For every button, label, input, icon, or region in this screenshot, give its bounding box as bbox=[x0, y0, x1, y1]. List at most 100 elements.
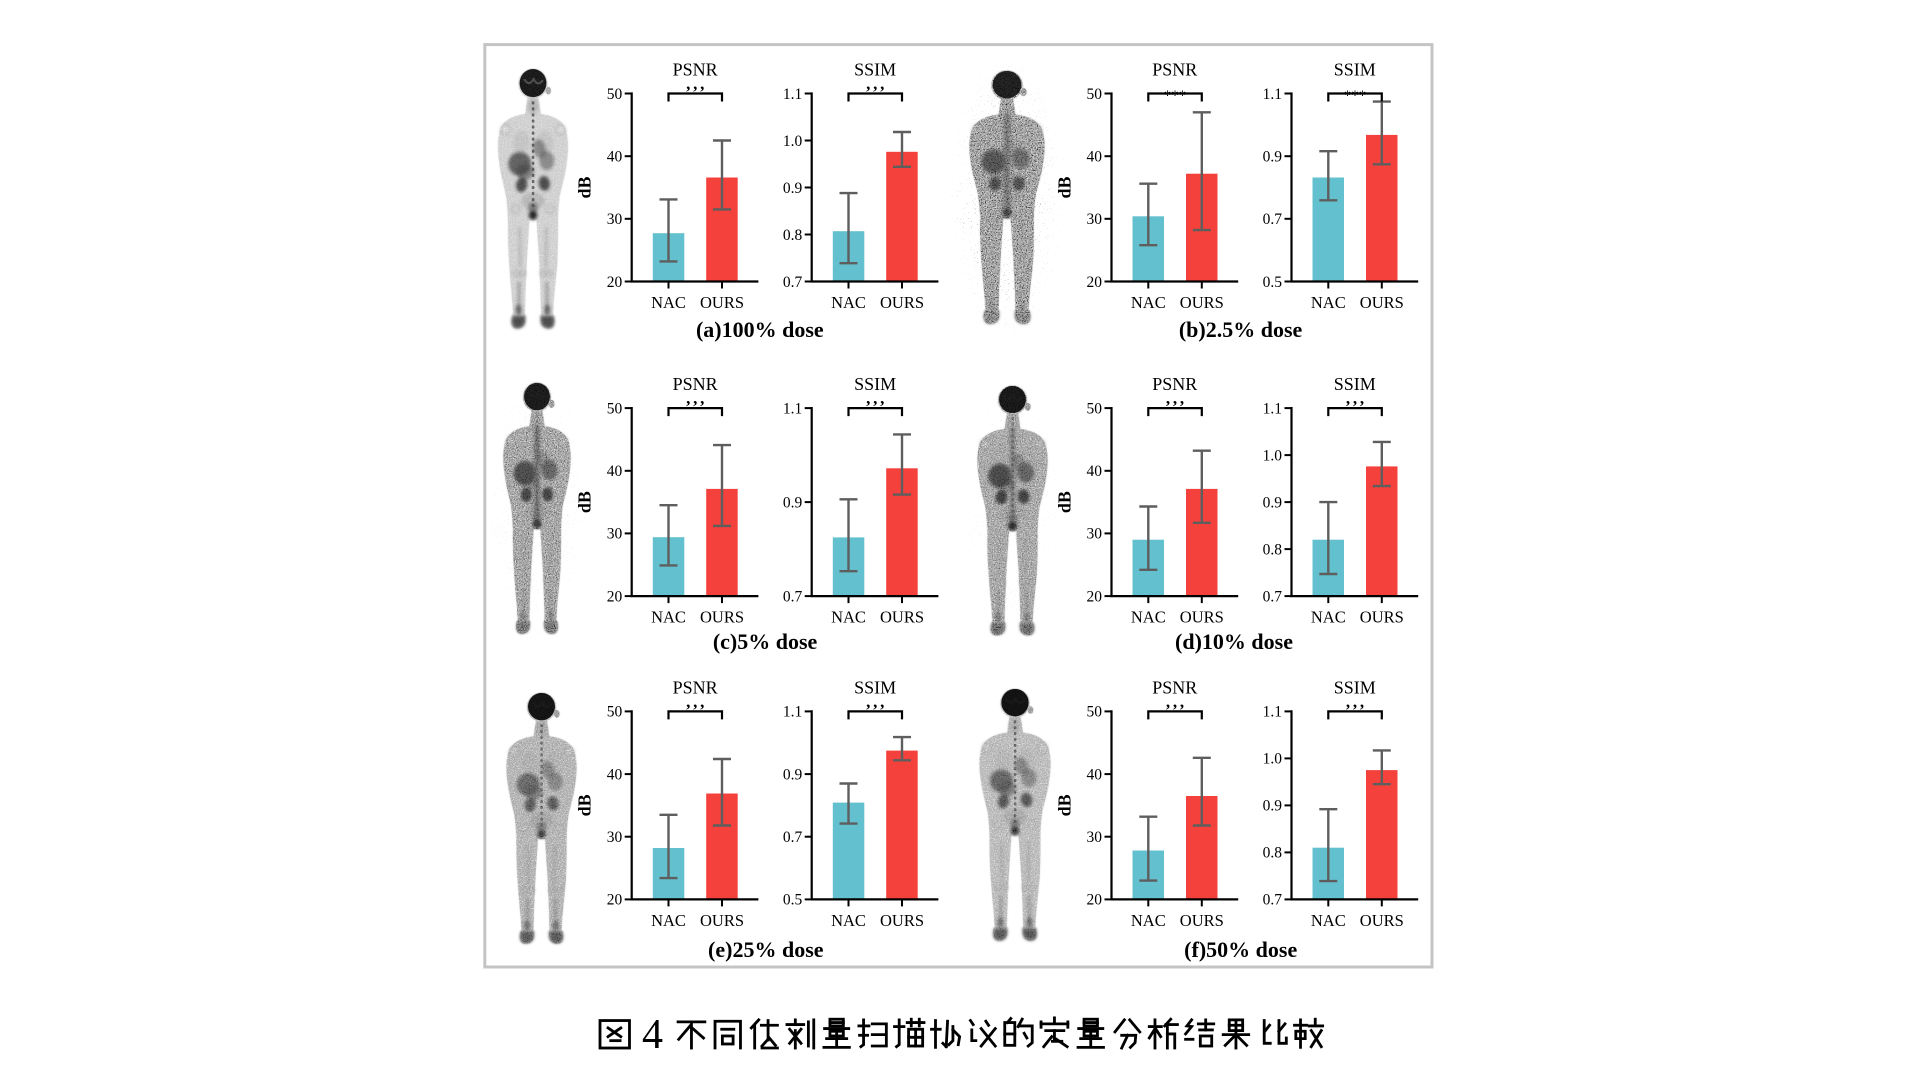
svg-text:*: * bbox=[1359, 88, 1366, 104]
svg-text:50: 50 bbox=[1087, 400, 1103, 417]
svg-text:(a)100% dose: (a)100% dose bbox=[696, 317, 824, 342]
svg-text:OURS: OURS bbox=[1180, 608, 1224, 627]
svg-text:*: * bbox=[1164, 88, 1171, 104]
svg-text:0.9: 0.9 bbox=[1263, 494, 1283, 511]
svg-text:,: , bbox=[880, 74, 884, 93]
svg-text:,: , bbox=[1360, 692, 1364, 711]
svg-text:,: , bbox=[693, 692, 697, 711]
svg-text:NAC: NAC bbox=[651, 608, 686, 627]
svg-text:0.5: 0.5 bbox=[1263, 274, 1283, 291]
svg-text:SSIM: SSIM bbox=[1334, 60, 1376, 80]
svg-text:OURS: OURS bbox=[1360, 293, 1404, 312]
svg-text:0.7: 0.7 bbox=[783, 588, 803, 605]
svg-text:0.8: 0.8 bbox=[783, 227, 803, 244]
svg-text:0.8: 0.8 bbox=[1263, 541, 1283, 558]
svg-text:SSIM: SSIM bbox=[1334, 677, 1376, 697]
svg-text:NAC: NAC bbox=[1131, 293, 1166, 312]
svg-text:30: 30 bbox=[607, 526, 623, 543]
svg-text:,: , bbox=[873, 692, 877, 711]
svg-text:40: 40 bbox=[1087, 766, 1103, 783]
svg-text:,: , bbox=[1173, 389, 1177, 408]
svg-text:30: 30 bbox=[1087, 526, 1103, 543]
svg-text:NAC: NAC bbox=[1311, 293, 1346, 312]
svg-text:NAC: NAC bbox=[1311, 911, 1346, 930]
svg-text:(d)10% dose: (d)10% dose bbox=[1175, 629, 1293, 654]
svg-text:(b)2.5% dose: (b)2.5% dose bbox=[1179, 317, 1303, 342]
svg-text:,: , bbox=[1180, 692, 1184, 711]
svg-text:0.9: 0.9 bbox=[1263, 149, 1283, 166]
svg-text:4: 4 bbox=[642, 1012, 663, 1058]
svg-text:,: , bbox=[1346, 692, 1350, 711]
svg-text:PSNR: PSNR bbox=[673, 374, 718, 394]
svg-text:,: , bbox=[686, 389, 690, 408]
svg-text:50: 50 bbox=[1087, 704, 1103, 721]
svg-text:NAC: NAC bbox=[651, 293, 686, 312]
svg-text:,: , bbox=[686, 74, 690, 93]
svg-text:PSNR: PSNR bbox=[1152, 677, 1197, 697]
svg-text:1.1: 1.1 bbox=[1263, 400, 1282, 417]
svg-text:SSIM: SSIM bbox=[854, 60, 896, 80]
svg-text:40: 40 bbox=[607, 463, 623, 480]
svg-text:,: , bbox=[880, 389, 884, 408]
svg-text:40: 40 bbox=[607, 766, 623, 783]
svg-text:NAC: NAC bbox=[1131, 608, 1166, 627]
svg-text:30: 30 bbox=[607, 211, 623, 228]
svg-text:OURS: OURS bbox=[1360, 911, 1404, 930]
svg-text:1.0: 1.0 bbox=[1263, 447, 1283, 464]
svg-text:,: , bbox=[700, 692, 704, 711]
svg-text:OURS: OURS bbox=[880, 608, 924, 627]
svg-text:PSNR: PSNR bbox=[1152, 60, 1197, 80]
svg-text:dB: dB bbox=[575, 794, 595, 816]
svg-text:OURS: OURS bbox=[1180, 911, 1224, 930]
svg-text:,: , bbox=[700, 389, 704, 408]
svg-text:OURS: OURS bbox=[700, 608, 744, 627]
svg-text:,: , bbox=[693, 389, 697, 408]
svg-text:,: , bbox=[873, 74, 877, 93]
svg-text:0.8: 0.8 bbox=[1263, 845, 1283, 862]
svg-text:,: , bbox=[686, 692, 690, 711]
svg-text:dB: dB bbox=[575, 491, 595, 513]
svg-text:,: , bbox=[866, 74, 870, 93]
svg-text:dB: dB bbox=[1055, 176, 1075, 198]
svg-text:0.9: 0.9 bbox=[783, 494, 803, 511]
svg-text:,: , bbox=[700, 74, 704, 93]
svg-text:SSIM: SSIM bbox=[854, 374, 896, 394]
svg-text:0.9: 0.9 bbox=[783, 180, 803, 197]
svg-text:NAC: NAC bbox=[1311, 608, 1346, 627]
svg-text:SSIM: SSIM bbox=[854, 677, 896, 697]
svg-text:40: 40 bbox=[607, 149, 623, 166]
svg-text:,: , bbox=[866, 389, 870, 408]
svg-text:0.7: 0.7 bbox=[783, 274, 803, 291]
svg-text:,: , bbox=[1180, 389, 1184, 408]
svg-text:40: 40 bbox=[1087, 149, 1103, 166]
svg-text:,: , bbox=[1346, 389, 1350, 408]
svg-text:*: * bbox=[1351, 88, 1358, 104]
svg-text:0.7: 0.7 bbox=[1263, 892, 1283, 909]
svg-text:0.5: 0.5 bbox=[783, 892, 803, 909]
svg-text:1.0: 1.0 bbox=[1263, 751, 1283, 768]
svg-text:20: 20 bbox=[607, 274, 623, 291]
svg-text:(c)5% dose: (c)5% dose bbox=[713, 629, 818, 654]
svg-text:1.1: 1.1 bbox=[783, 400, 802, 417]
svg-text:20: 20 bbox=[1087, 274, 1103, 291]
svg-text:,: , bbox=[1166, 692, 1170, 711]
svg-text:OURS: OURS bbox=[700, 911, 744, 930]
svg-text:20: 20 bbox=[1087, 892, 1103, 909]
svg-text:1.1: 1.1 bbox=[1263, 704, 1282, 721]
svg-text:0.9: 0.9 bbox=[783, 766, 803, 783]
svg-text:,: , bbox=[1353, 692, 1357, 711]
svg-text:0.7: 0.7 bbox=[1263, 588, 1283, 605]
svg-text:NAC: NAC bbox=[831, 911, 866, 930]
svg-text:NAC: NAC bbox=[651, 911, 686, 930]
svg-text:dB: dB bbox=[575, 176, 595, 198]
svg-text:50: 50 bbox=[607, 86, 623, 103]
svg-text:20: 20 bbox=[607, 892, 623, 909]
svg-text:1.1: 1.1 bbox=[783, 704, 802, 721]
svg-text:(e)25% dose: (e)25% dose bbox=[708, 937, 824, 962]
svg-text:30: 30 bbox=[1087, 211, 1103, 228]
svg-text:0.9: 0.9 bbox=[1263, 798, 1283, 815]
svg-text:OURS: OURS bbox=[1360, 608, 1404, 627]
svg-text:0.7: 0.7 bbox=[1263, 211, 1283, 228]
svg-text:OURS: OURS bbox=[880, 911, 924, 930]
svg-text:,: , bbox=[866, 692, 870, 711]
